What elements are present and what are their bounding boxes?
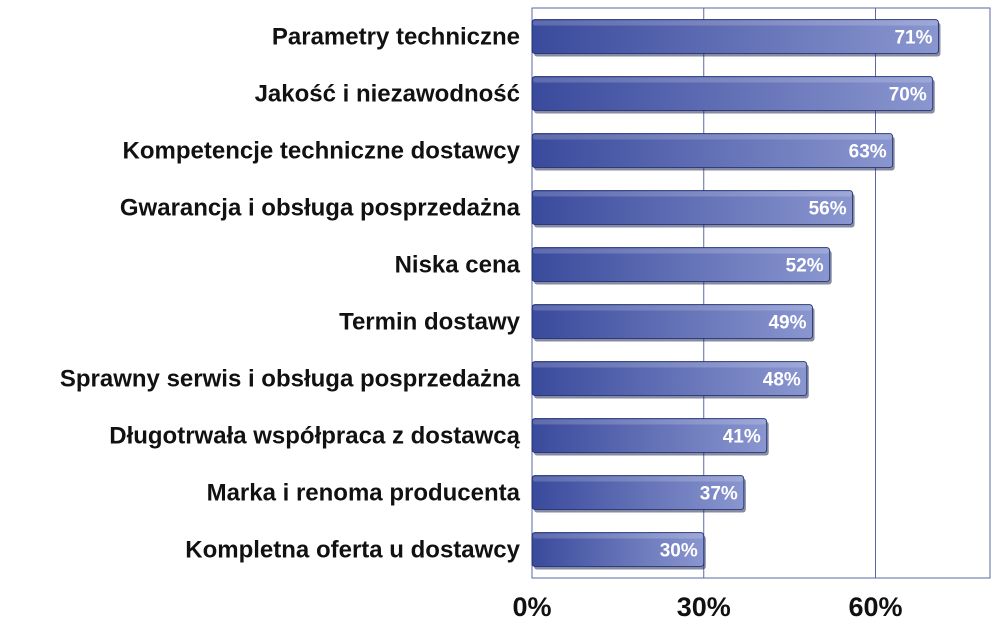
bar bbox=[531, 76, 934, 111]
bar bbox=[531, 304, 813, 339]
category-label: Niska cena bbox=[395, 252, 521, 279]
x-tick-label: 0% bbox=[512, 592, 551, 622]
category-label: Kompetencje techniczne dostawcy bbox=[123, 138, 521, 165]
category-label: Marka i renoma producenta bbox=[207, 480, 521, 507]
bar bbox=[531, 247, 831, 282]
category-label: Parametry techniczne bbox=[272, 24, 520, 51]
bar bbox=[531, 361, 808, 396]
category-label: Sprawny serwis i obsługa posprzedażna bbox=[60, 366, 521, 393]
bar-highlight bbox=[533, 362, 806, 368]
bar-value-label: 52% bbox=[786, 256, 824, 277]
bar-highlight bbox=[533, 134, 892, 140]
category-label: Termin dostawy bbox=[339, 309, 521, 336]
bar-highlight bbox=[533, 419, 766, 425]
bar-highlight bbox=[533, 305, 812, 311]
category-label: Kompletna oferta u dostawcy bbox=[185, 537, 520, 564]
bar bbox=[531, 532, 705, 567]
bar bbox=[531, 19, 939, 54]
category-label: Długotrwała współpraca z dostawcą bbox=[109, 423, 520, 450]
x-axis-ticks: 0% 30% 60% bbox=[512, 592, 902, 622]
bar-highlight bbox=[533, 191, 852, 197]
bar bbox=[531, 475, 745, 510]
bar-value-label: 56% bbox=[809, 199, 847, 220]
bar-value-label: 48% bbox=[763, 370, 801, 391]
category-labels: Parametry techniczne Jakość i niezawodnoś… bbox=[60, 24, 521, 564]
bar-highlight bbox=[533, 476, 743, 482]
bar-highlight bbox=[533, 248, 829, 254]
bar-value-label: 41% bbox=[723, 427, 761, 448]
bar-highlight bbox=[533, 533, 703, 539]
bar bbox=[531, 133, 894, 168]
bar-value-label: 30% bbox=[660, 541, 698, 562]
category-label: Jakość i niezawodność bbox=[255, 81, 520, 108]
bars: 71% 70% 63% 56% 52% 49% 48% 41% 37% 30% bbox=[531, 19, 941, 570]
x-tick-label: 60% bbox=[848, 592, 902, 622]
bar-value-label: 63% bbox=[849, 142, 887, 163]
bar bbox=[531, 190, 854, 225]
bar bbox=[531, 418, 768, 453]
x-tick-label: 30% bbox=[677, 592, 731, 622]
bar-highlight bbox=[533, 77, 932, 83]
bar-value-label: 37% bbox=[700, 484, 738, 505]
category-label: Gwarancja i obsługa posprzedażna bbox=[120, 195, 521, 222]
bar-highlight bbox=[533, 20, 938, 26]
bar-value-label: 70% bbox=[889, 85, 927, 106]
bar-value-label: 49% bbox=[768, 313, 806, 334]
bar-value-label: 71% bbox=[894, 28, 932, 49]
plot-frame bbox=[531, 7, 991, 579]
